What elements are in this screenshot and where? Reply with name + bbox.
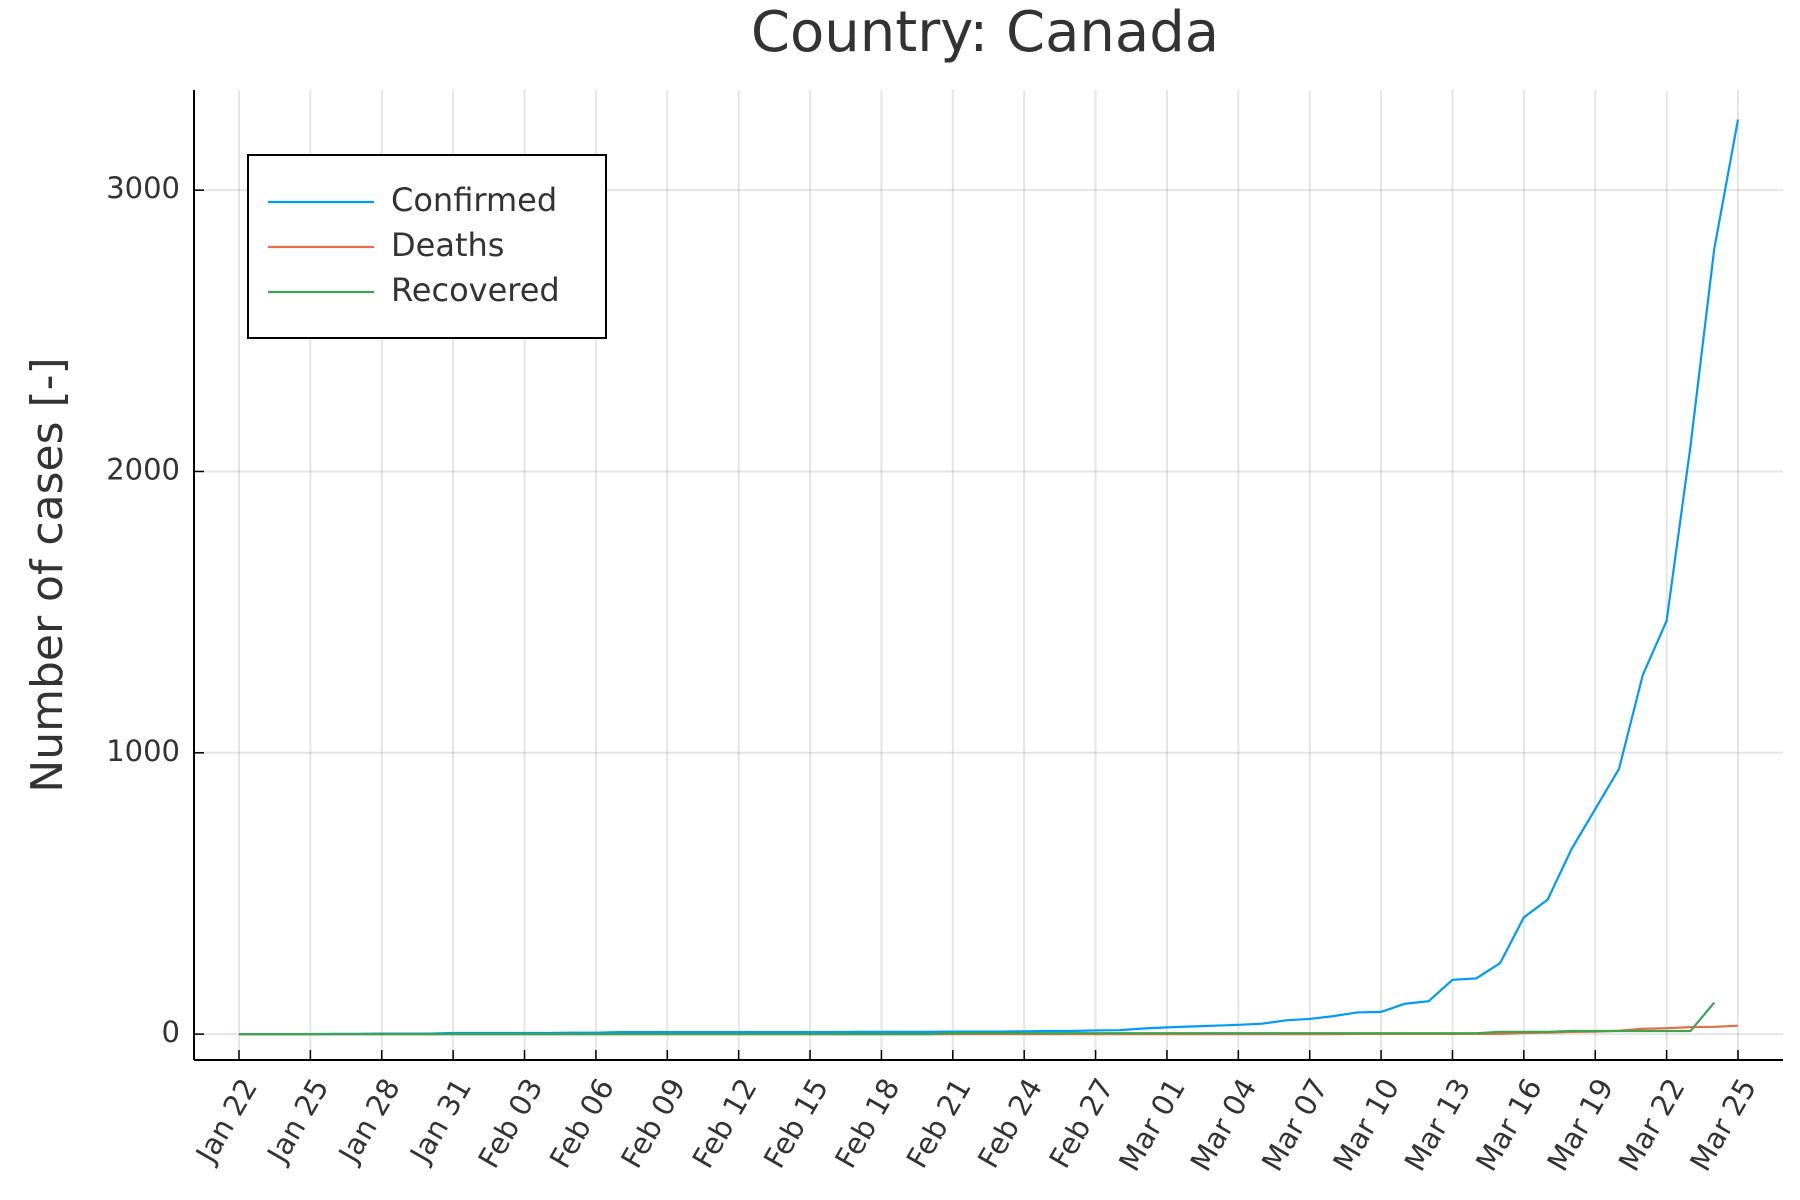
x-tick-label: Jan 28 xyxy=(331,1073,407,1170)
chart-title: Country: Canada xyxy=(751,0,1219,65)
legend-label: Deaths xyxy=(391,226,504,264)
x-tick-label: Mar 22 xyxy=(1612,1073,1692,1177)
y-tick-label: 1000 xyxy=(106,734,180,768)
x-tick-label: Feb 27 xyxy=(1042,1073,1120,1174)
x-tick-label: Feb 15 xyxy=(757,1073,835,1174)
x-tick-label: Jan 22 xyxy=(188,1073,264,1170)
legend-label: Recovered xyxy=(391,271,560,309)
x-tick-label: Mar 19 xyxy=(1540,1073,1620,1177)
x-tick-label: Feb 21 xyxy=(900,1073,978,1174)
x-tick-label: Mar 04 xyxy=(1183,1073,1263,1177)
x-tick-label: Feb 03 xyxy=(471,1073,549,1174)
x-tick-label: Mar 16 xyxy=(1469,1073,1549,1177)
x-tick-label: Feb 12 xyxy=(685,1073,763,1174)
x-tick-label: Mar 07 xyxy=(1255,1073,1335,1177)
x-tick-label: Mar 13 xyxy=(1398,1073,1478,1177)
x-tick-label: Mar 25 xyxy=(1683,1073,1763,1177)
y-tick-label: 3000 xyxy=(106,171,180,205)
x-tick-label: Mar 10 xyxy=(1326,1073,1406,1177)
y-tick-label: 2000 xyxy=(106,452,180,486)
x-tick-label: Jan 31 xyxy=(402,1073,478,1170)
y-axis-label: Number of cases [-] xyxy=(22,357,73,792)
y-tick-label: 0 xyxy=(162,1015,180,1049)
x-tick-label: Feb 18 xyxy=(828,1073,906,1174)
x-tick-label: Feb 06 xyxy=(543,1073,621,1174)
legend-label: Confirmed xyxy=(391,181,557,219)
x-tick-label: Jan 25 xyxy=(260,1073,336,1170)
x-tick-label: Feb 09 xyxy=(614,1073,692,1174)
x-tick-label: Mar 01 xyxy=(1112,1073,1192,1177)
series-line xyxy=(239,119,1740,1036)
series-line xyxy=(239,1001,1716,1036)
x-tick-label: Feb 24 xyxy=(971,1073,1049,1174)
